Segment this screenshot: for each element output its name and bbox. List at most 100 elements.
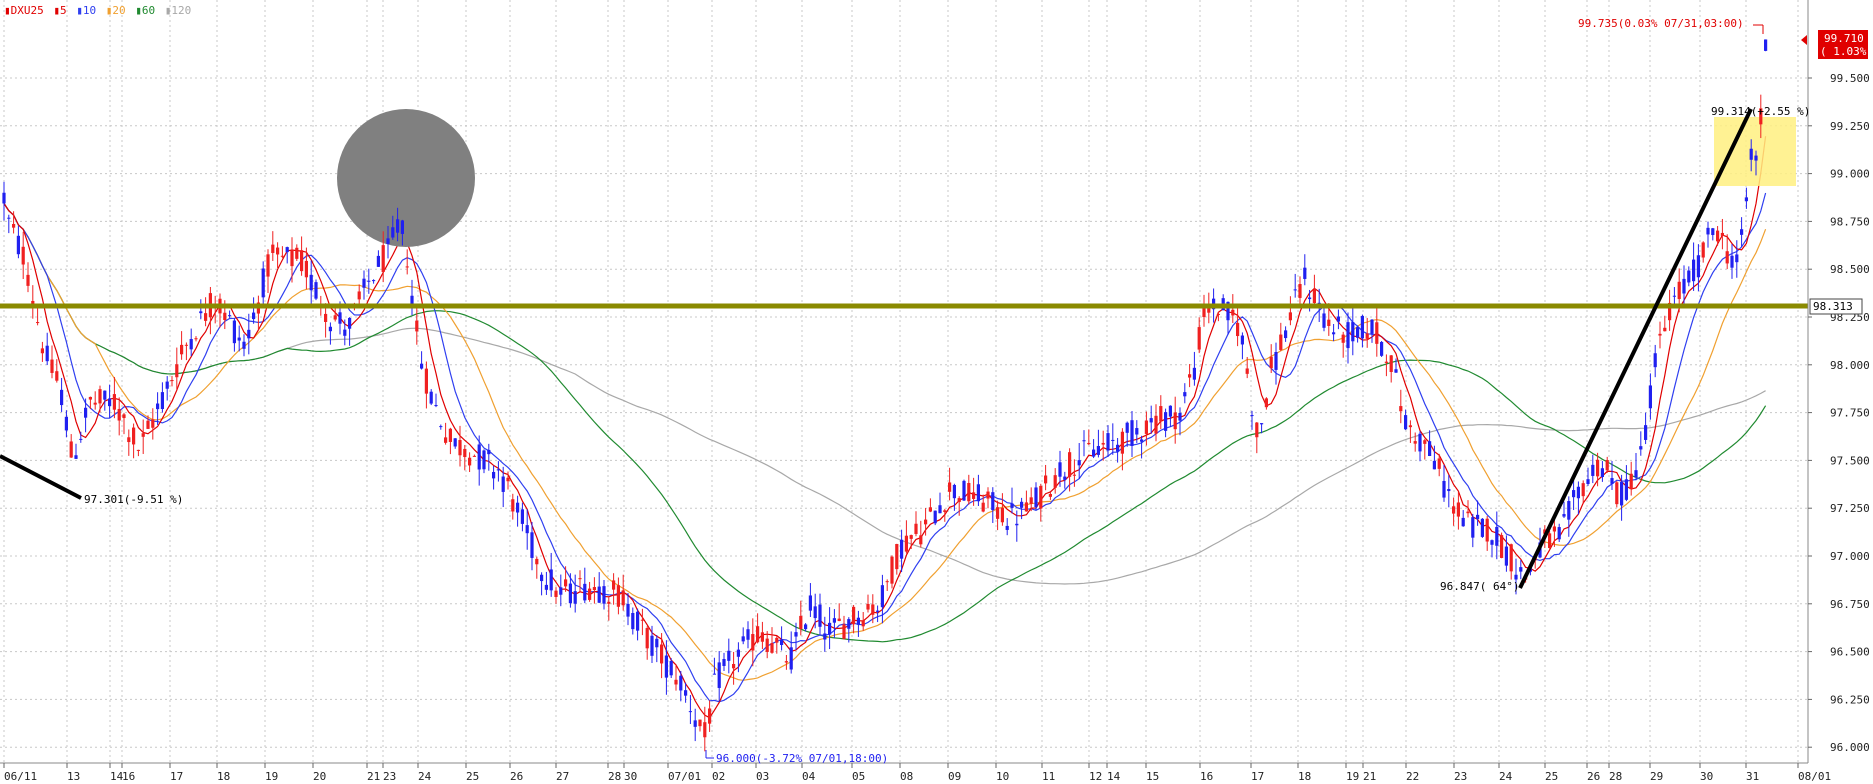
candle-body	[698, 719, 702, 727]
candle-body	[228, 315, 232, 317]
candle-body	[842, 624, 846, 639]
candle-body	[746, 629, 750, 640]
candle-body	[1327, 319, 1331, 326]
candle-body	[50, 359, 54, 373]
candle-body	[1154, 415, 1158, 434]
candle-body	[1615, 482, 1619, 505]
x-tick-label: 19	[1346, 770, 1359, 783]
candle-body	[1432, 460, 1436, 470]
candle-body	[372, 280, 376, 282]
trend-line-left[interactable]	[0, 454, 82, 500]
candle-body	[794, 632, 798, 637]
candle-body	[948, 482, 952, 492]
candle-body	[1068, 452, 1072, 477]
candle-body	[775, 637, 779, 643]
candle-body	[7, 217, 11, 219]
candle-body	[1034, 487, 1038, 508]
x-tick-label: 27	[556, 770, 569, 783]
candle-body	[1039, 485, 1043, 509]
candle-body	[2, 192, 6, 204]
current-price-label: 99.710	[1824, 32, 1864, 45]
x-tick-label: 18	[1298, 770, 1311, 783]
candle-body	[151, 419, 155, 428]
candle-body	[1624, 479, 1628, 500]
candle-body	[804, 624, 808, 630]
candle-body	[12, 223, 16, 228]
candle-body	[477, 444, 481, 470]
candle-body	[487, 449, 491, 455]
candle-body	[1346, 322, 1350, 349]
candle-body	[261, 268, 265, 298]
candle-body	[1312, 289, 1316, 304]
candle-body	[1135, 428, 1139, 435]
candle-body	[1567, 501, 1571, 520]
candle-body	[156, 403, 160, 410]
candle-body	[885, 581, 889, 583]
candle-body	[1236, 322, 1240, 337]
candle-body	[828, 622, 832, 635]
candle-body	[1639, 446, 1643, 450]
candle-body	[1240, 335, 1244, 345]
candle-body	[1082, 440, 1086, 442]
candle-body	[549, 569, 553, 591]
candle-body	[866, 603, 870, 610]
ma10-line	[3, 192, 1767, 703]
candle-body	[64, 416, 68, 431]
candle-body	[799, 615, 803, 629]
candle-body	[376, 255, 380, 267]
candle-body	[1668, 302, 1672, 321]
candle-body	[367, 280, 371, 282]
candle-body	[760, 632, 764, 642]
candle-body	[1116, 444, 1120, 452]
candle-body	[165, 381, 169, 389]
ma60-line	[3, 203, 1767, 643]
candle-body	[1754, 155, 1758, 161]
candle-body	[967, 482, 971, 502]
candle-body	[1231, 309, 1235, 316]
candle-body	[180, 344, 184, 355]
ma120-line	[3, 203, 1766, 585]
legend-ma5: 5	[60, 4, 67, 17]
candle-body	[1605, 460, 1609, 471]
candle-body	[751, 634, 755, 651]
candle-body	[1644, 425, 1648, 440]
x-tick-label: 08	[900, 770, 913, 783]
candle-body	[1063, 476, 1067, 480]
candle-body	[55, 371, 59, 381]
candle-body	[136, 449, 140, 451]
candle-body	[1260, 423, 1264, 425]
candle-body	[895, 544, 899, 570]
candle-body	[924, 519, 928, 525]
x-tick-label: 21	[1363, 770, 1376, 783]
candle-body	[429, 391, 433, 404]
candle-body	[1380, 341, 1384, 356]
candle-body	[295, 247, 299, 259]
candle-body	[669, 660, 673, 676]
candle-body	[1332, 332, 1336, 335]
candle-body	[1682, 278, 1686, 294]
candle-body	[1125, 422, 1129, 433]
trend-line-up[interactable]	[1518, 108, 1753, 589]
candle-body	[852, 606, 856, 625]
highlight-circle	[337, 109, 475, 247]
candle-body	[535, 558, 539, 565]
candle-body	[26, 274, 30, 286]
candle-body	[1010, 503, 1014, 508]
candle-body	[1072, 474, 1076, 476]
axes	[0, 0, 1809, 764]
candle-body	[1620, 481, 1624, 506]
candle-body	[1677, 281, 1681, 300]
candle-body	[732, 663, 736, 669]
candle-body	[727, 650, 731, 661]
highlight-box	[1714, 117, 1796, 186]
x-tick-label: 16	[1200, 770, 1213, 783]
candle-body	[1375, 322, 1379, 344]
candle-body	[1519, 567, 1523, 572]
candle-body	[1634, 470, 1638, 478]
candle-body	[1245, 368, 1249, 374]
candle-body	[880, 585, 884, 608]
y-tick-label: 97.000	[1830, 550, 1870, 563]
candle-body	[1341, 334, 1345, 343]
